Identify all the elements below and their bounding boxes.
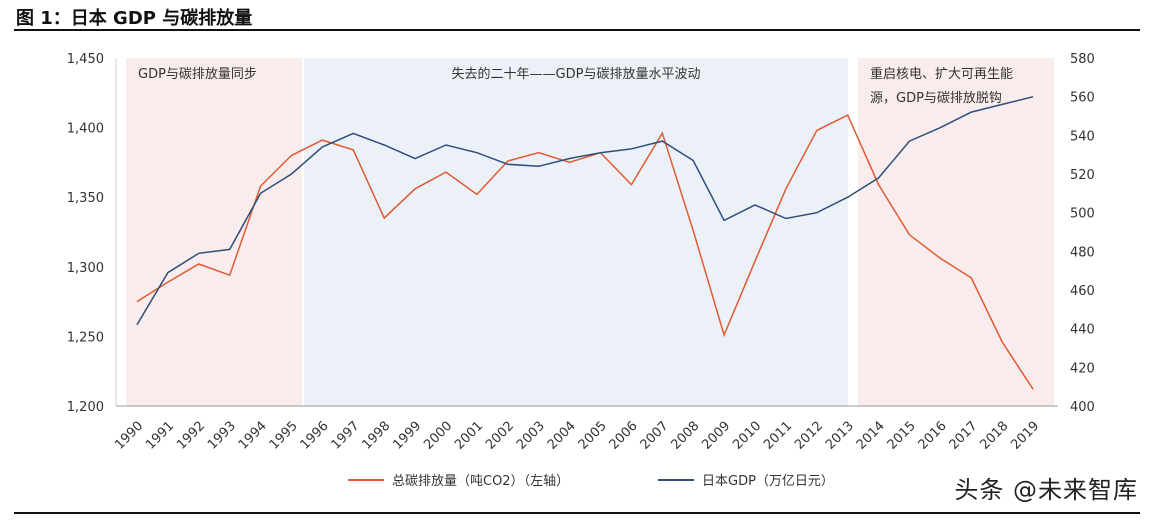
- region-band-3: [858, 58, 1054, 406]
- series-line-gdp: [136, 95, 1034, 326]
- y-right-tick-label: 460: [1070, 284, 1095, 299]
- y-right-tick-label: 420: [1070, 361, 1095, 376]
- x-tick-label: 1992: [174, 419, 208, 453]
- x-tick-label: 2006: [607, 419, 641, 453]
- x-tick-label: 1997: [329, 419, 363, 453]
- x-tick-label: 1993: [205, 419, 239, 453]
- y-left-tick-label: 1,450: [67, 52, 104, 67]
- x-tick-label: 1995: [267, 419, 301, 453]
- y-left-tick-label: 1,350: [67, 191, 104, 206]
- x-tick-label: 2013: [823, 419, 857, 453]
- y-right-tick-label: 400: [1070, 400, 1095, 415]
- bottom-rule: [14, 512, 1140, 514]
- x-tick-label: 2009: [699, 419, 733, 453]
- x-tick-label: 1998: [359, 419, 393, 453]
- y-right-tick-label: 540: [1070, 129, 1095, 144]
- legend-label-gdp: 日本GDP（万亿日元）: [702, 474, 834, 489]
- x-tick-label: 1991: [143, 419, 177, 453]
- x-tick-label: 2012: [792, 419, 826, 453]
- y-right-tick-label: 480: [1070, 245, 1095, 260]
- legend-label-co2: 总碳排放量（吨CO2）（左轴）: [392, 474, 569, 489]
- y-right-tick-label: 520: [1070, 168, 1095, 183]
- y-left-tick-label: 1,300: [67, 261, 104, 276]
- x-tick-label: 2004: [545, 419, 579, 453]
- x-tick-label: 2011: [761, 419, 795, 453]
- region-band-1: [126, 58, 302, 406]
- x-tick-label: 2010: [730, 419, 764, 453]
- y-left-tick-label: 1,200: [67, 400, 104, 415]
- x-tick-label: 2005: [576, 419, 610, 453]
- x-tick-label: 2008: [668, 419, 702, 453]
- title-rule: [14, 29, 1140, 31]
- x-tick-label: 2002: [483, 419, 517, 453]
- region-band-2: [304, 58, 848, 406]
- y-left-tick-label: 1,250: [67, 330, 104, 345]
- region-label-3-line-2: 源，GDP与碳排放脱钩: [870, 91, 1002, 106]
- x-tick-label: 1999: [390, 419, 424, 453]
- x-tick-label: 1990: [112, 419, 146, 453]
- x-tick-label: 2003: [514, 419, 548, 453]
- region-label-3-line-1: 重启核电、扩大可再生能: [870, 66, 1013, 82]
- x-tick-label: 1996: [298, 419, 332, 453]
- y-right-tick-label: 580: [1070, 52, 1095, 67]
- x-tick-label: 1994: [236, 419, 270, 453]
- x-tick-label: 2007: [638, 419, 672, 453]
- y-right-tick-label: 560: [1070, 91, 1095, 106]
- series-line-co2-emissions: [136, 114, 1034, 390]
- y-right-tick-label: 440: [1070, 323, 1095, 338]
- region-label-1: GDP与碳排放量同步: [138, 67, 257, 82]
- region-label-2: 失去的二十年——GDP与碳排放量水平波动: [452, 66, 701, 82]
- x-tick-label: 2014: [854, 419, 888, 453]
- y-left-tick-label: 1,400: [67, 122, 104, 137]
- x-tick-label: 2000: [421, 419, 455, 453]
- x-tick-label: 2015: [885, 419, 919, 453]
- figure-title: 图 1：日本 GDP 与碳排放量: [16, 8, 253, 29]
- x-tick-label: 2017: [947, 419, 981, 453]
- x-tick-label: 2016: [916, 419, 950, 453]
- x-tick-label: 2001: [452, 419, 486, 453]
- x-tick-label: 2019: [1008, 419, 1042, 453]
- x-tick-label: 2018: [977, 419, 1011, 453]
- watermark: 头条 @未来智库: [954, 476, 1138, 504]
- y-right-tick-label: 500: [1070, 207, 1095, 222]
